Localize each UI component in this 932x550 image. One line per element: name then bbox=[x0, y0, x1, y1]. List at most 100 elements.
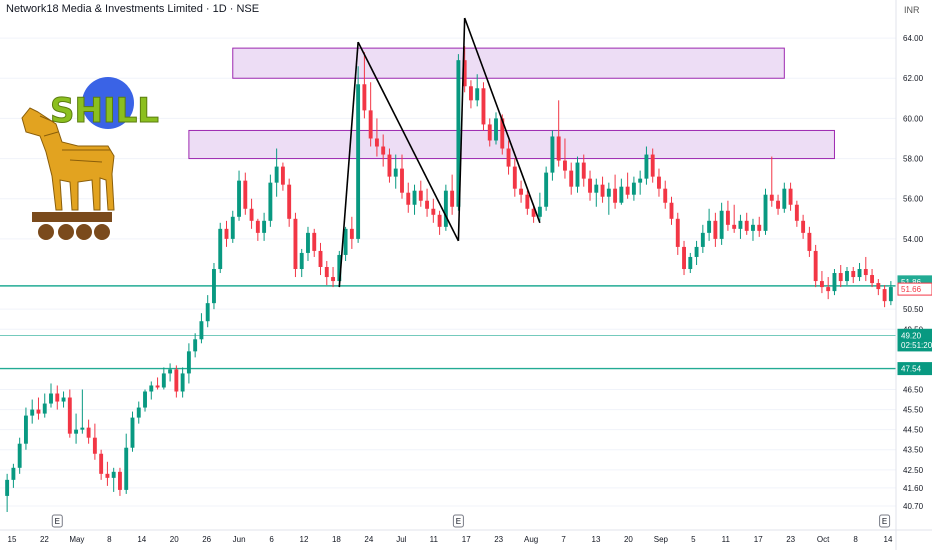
candle-body bbox=[769, 194, 774, 201]
candle-body bbox=[619, 186, 624, 203]
candle-body bbox=[494, 118, 498, 141]
x-tick-label: Oct bbox=[817, 535, 830, 544]
candle-body bbox=[437, 214, 442, 227]
y-tick-label: 58.00 bbox=[903, 155, 924, 164]
candle-body bbox=[788, 188, 793, 205]
candle-body bbox=[293, 218, 298, 270]
candle-body bbox=[537, 206, 542, 217]
candle-body bbox=[431, 208, 436, 215]
candle-body bbox=[343, 228, 348, 255]
trendline bbox=[457, 17, 466, 241]
x-tick-label: 11 bbox=[430, 535, 439, 544]
candle-body bbox=[519, 188, 524, 195]
candle-body bbox=[625, 186, 630, 195]
candle-body bbox=[49, 393, 53, 404]
candle-body bbox=[631, 182, 636, 195]
trendlines bbox=[338, 17, 541, 288]
candle-body bbox=[487, 124, 492, 141]
candle-body bbox=[67, 397, 72, 434]
candle-body bbox=[130, 417, 135, 448]
candle-body bbox=[42, 403, 47, 414]
candle-body bbox=[644, 154, 649, 179]
candle-body bbox=[212, 269, 216, 304]
candle-body bbox=[349, 228, 354, 239]
resistance-zone bbox=[232, 47, 785, 79]
candle-body bbox=[36, 409, 41, 414]
x-tick-label: 14 bbox=[884, 535, 893, 544]
x-tick-label: 6 bbox=[269, 535, 274, 544]
candle-body bbox=[268, 182, 273, 221]
candle-body bbox=[732, 224, 737, 229]
x-tick-label: 23 bbox=[786, 535, 795, 544]
y-tick-label: 44.50 bbox=[903, 426, 924, 435]
x-tick-label: 7 bbox=[561, 535, 566, 544]
candle-body bbox=[443, 190, 448, 227]
candle-body bbox=[362, 84, 367, 111]
candle-body bbox=[838, 273, 843, 282]
x-tick-label: 20 bbox=[170, 535, 179, 544]
trendline bbox=[338, 42, 359, 288]
candle-body bbox=[199, 321, 204, 340]
shill-logo: SHILL bbox=[21, 77, 159, 242]
candle-body bbox=[393, 168, 398, 177]
candle-body bbox=[882, 289, 887, 302]
logo-blue-circle bbox=[82, 77, 134, 129]
y-tick-label: 41.60 bbox=[903, 484, 924, 493]
y-tick-label: 40.70 bbox=[903, 502, 924, 511]
y-tick-label: 64.00 bbox=[903, 34, 924, 43]
candle-body bbox=[92, 437, 97, 454]
candle-body bbox=[481, 88, 486, 125]
candle-body bbox=[757, 224, 762, 231]
candle-body bbox=[30, 409, 35, 416]
candle-body bbox=[337, 254, 342, 282]
candle-body bbox=[638, 178, 643, 183]
candle-body bbox=[669, 202, 674, 219]
candle-body bbox=[374, 138, 379, 147]
candle-body bbox=[531, 208, 536, 217]
y-tick-label: 46.50 bbox=[903, 385, 924, 394]
price-tag-box bbox=[897, 338, 932, 352]
candle-body bbox=[594, 184, 599, 193]
candle-body bbox=[155, 385, 160, 388]
candle-body bbox=[588, 178, 592, 193]
candle-body bbox=[224, 228, 229, 239]
candle-body bbox=[851, 271, 856, 278]
candle-body bbox=[863, 269, 868, 276]
candle-body bbox=[205, 303, 210, 322]
candle-body bbox=[412, 190, 417, 205]
candle-body bbox=[801, 220, 806, 233]
x-tick-label: 24 bbox=[364, 535, 373, 544]
candle-body bbox=[550, 136, 555, 173]
candle-body bbox=[105, 473, 110, 478]
candle-body bbox=[600, 184, 605, 197]
trojan-horse-icon bbox=[21, 107, 115, 242]
candle-body bbox=[230, 216, 235, 239]
candle-body bbox=[262, 220, 267, 233]
candle-body bbox=[744, 220, 749, 231]
candle-body bbox=[845, 271, 849, 282]
x-tick-label: 23 bbox=[494, 535, 503, 544]
logo-text: SHILL bbox=[50, 91, 159, 131]
candle-body bbox=[450, 190, 455, 207]
candle-body bbox=[312, 232, 317, 251]
candle-body bbox=[23, 415, 28, 444]
candle-body bbox=[544, 172, 549, 207]
chart-title: Network18 Media & Investments Limited · … bbox=[6, 3, 260, 15]
candle-body bbox=[751, 224, 755, 231]
candle-body bbox=[688, 256, 693, 270]
candle-body bbox=[719, 210, 724, 239]
candle-body bbox=[17, 443, 22, 468]
candle-body bbox=[657, 176, 661, 189]
price-tag-label: 51.66 bbox=[901, 285, 922, 294]
candle-body bbox=[186, 351, 191, 374]
candle-body bbox=[819, 281, 824, 288]
candle-body bbox=[707, 220, 712, 233]
candle-body bbox=[406, 192, 411, 205]
candle-body bbox=[74, 429, 79, 434]
candle-body bbox=[381, 146, 386, 155]
event-marker-box bbox=[452, 514, 464, 528]
candle-body bbox=[462, 60, 467, 87]
x-tick-label: Jul bbox=[396, 535, 406, 544]
candle-body bbox=[356, 84, 361, 239]
